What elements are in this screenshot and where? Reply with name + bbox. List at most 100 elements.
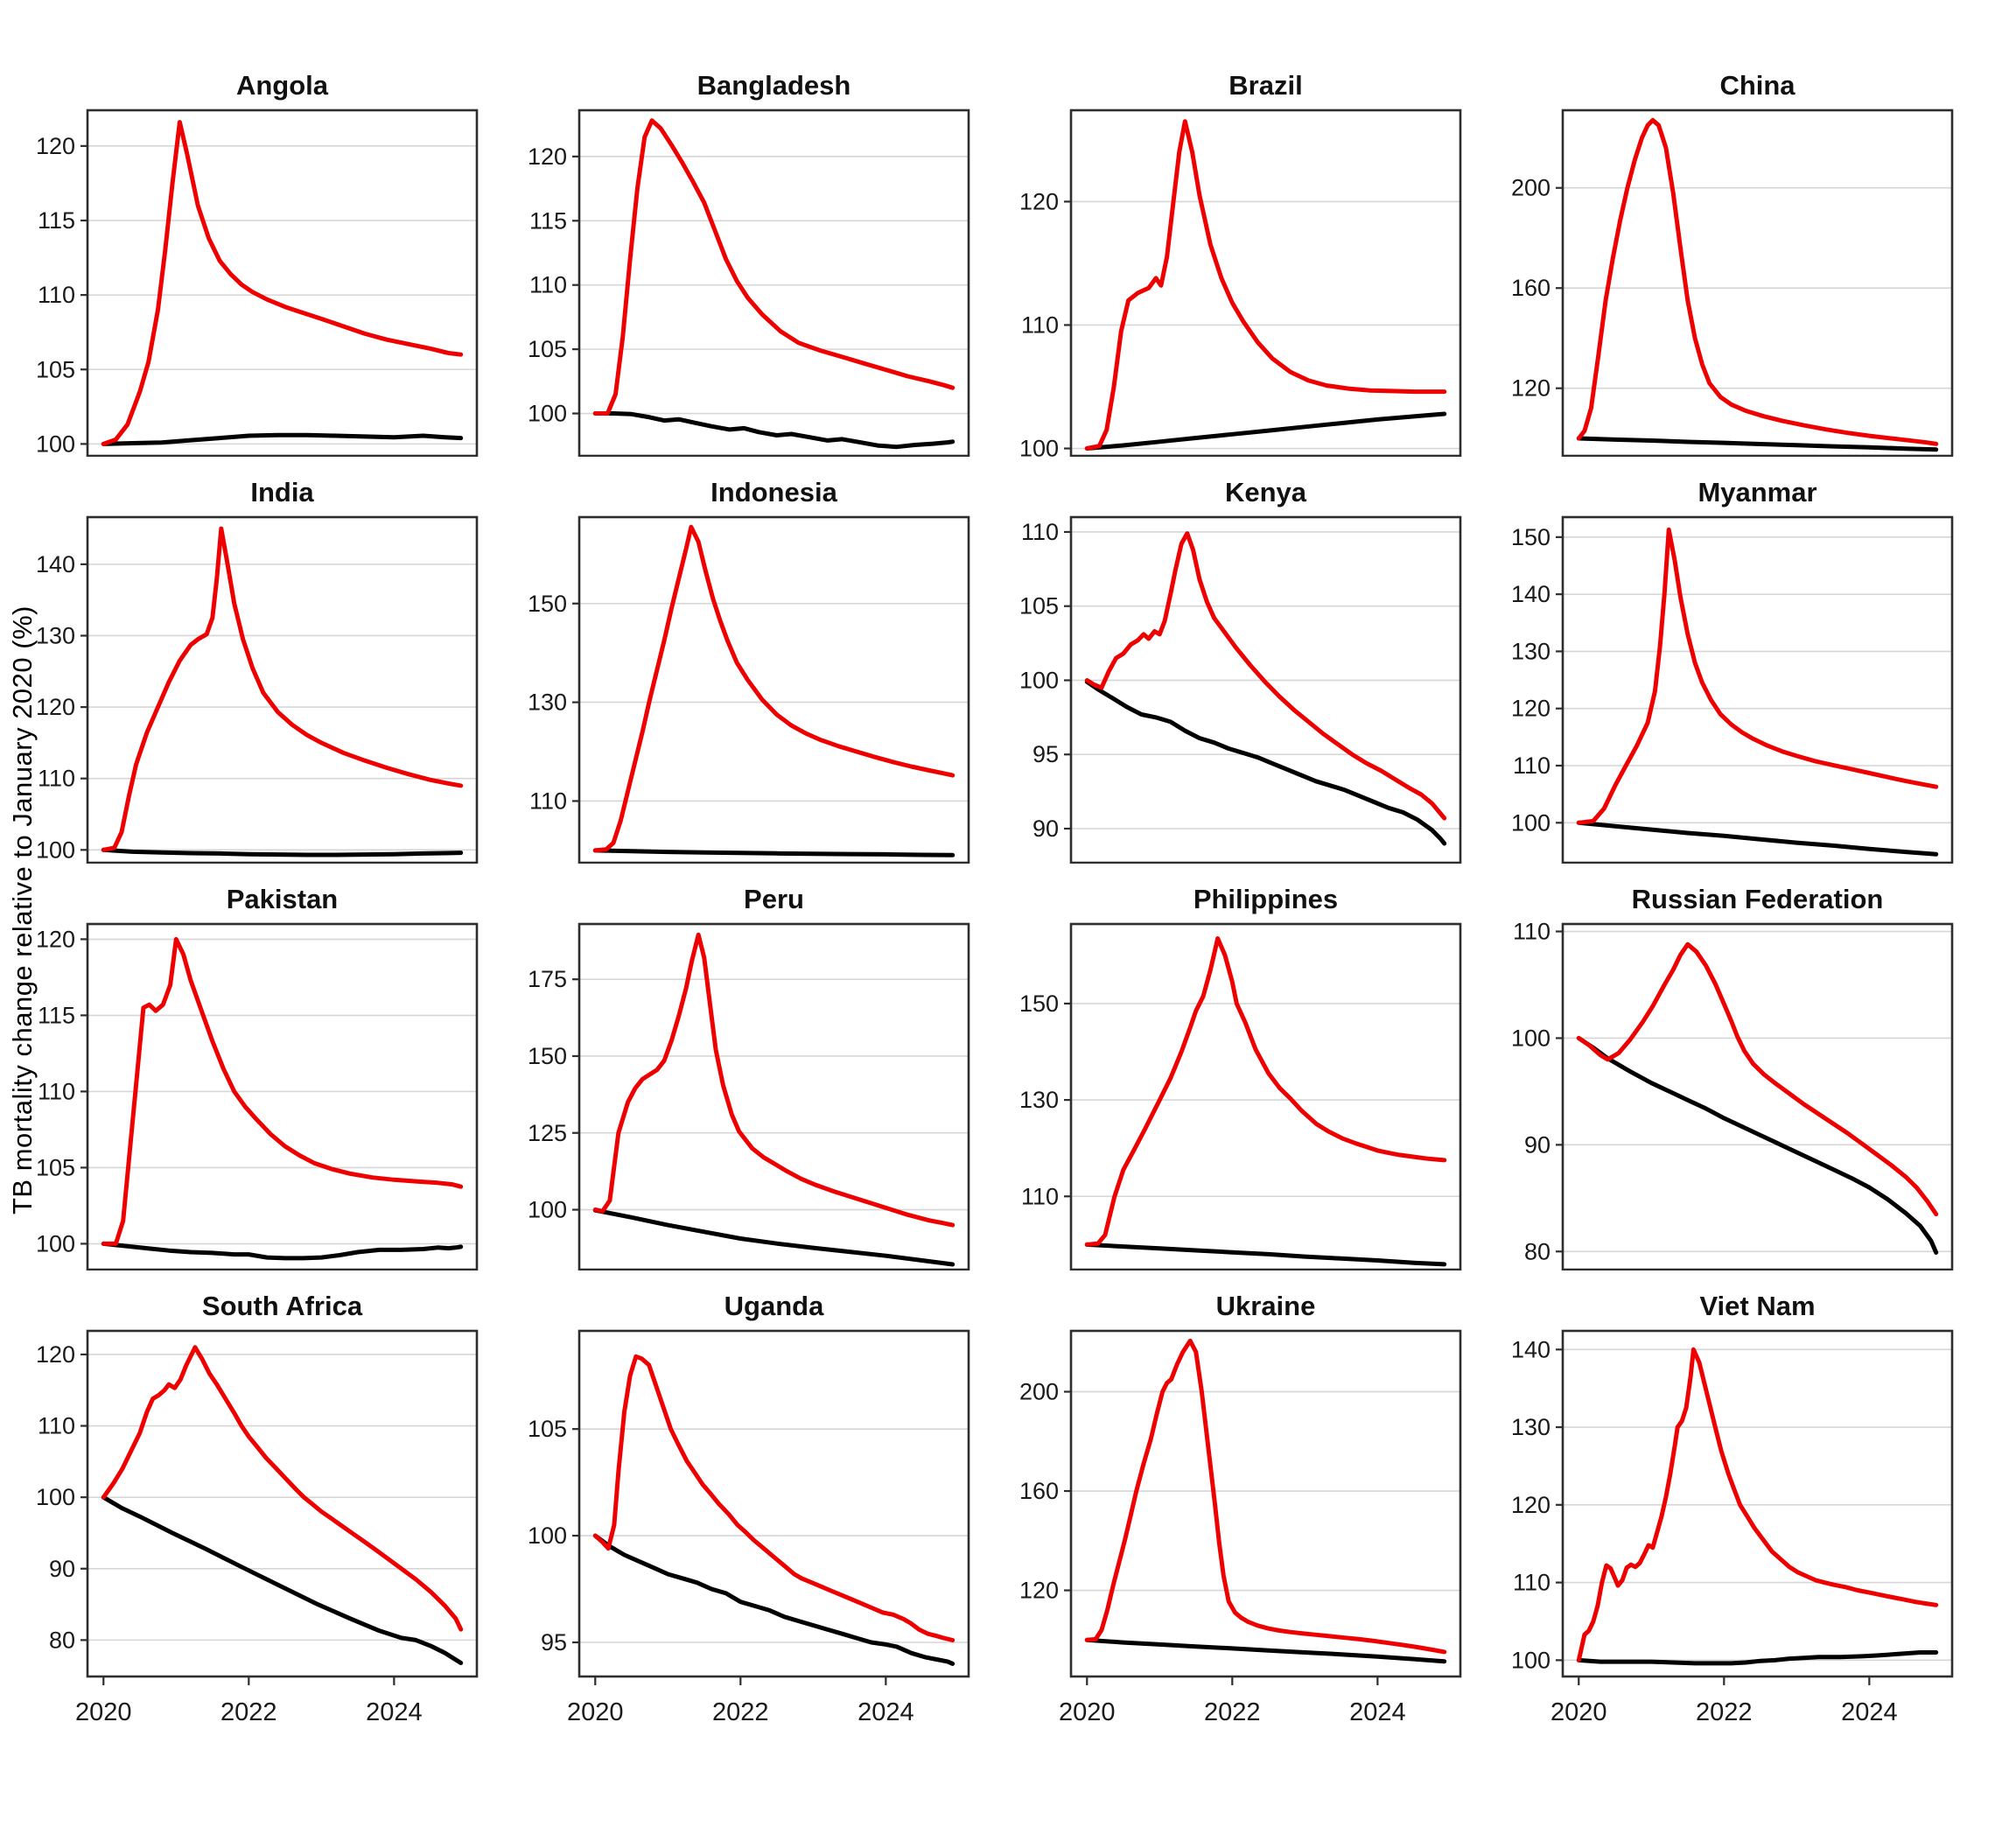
- y-tick-label: 130: [36, 622, 75, 648]
- series-covid-disruption-line: [1084, 1338, 1447, 1655]
- panel-title: Viet Nam: [1699, 1291, 1816, 1321]
- panel-title: Pakistan: [226, 884, 339, 914]
- panel-title: Uganda: [724, 1291, 824, 1321]
- x-tick-label: 2022: [1696, 1698, 1753, 1726]
- series-covid-disruption-line: [1576, 942, 1939, 1217]
- panel-myanmar: Myanmar 100 110 120 130 140 150: [1508, 475, 2000, 868]
- y-tick-label: 115: [38, 1002, 75, 1028]
- panel-kenya: Kenya 90 95 100 105 110: [1017, 475, 1508, 868]
- y-tick-label: 150: [1019, 990, 1059, 1017]
- series-baseline-line: [1576, 1035, 1939, 1255]
- y-tick-label: 120: [528, 144, 567, 170]
- chart-ukraine: 120 160 200 2020 2022 2024: [1019, 1329, 1462, 1726]
- y-tick-label: 90: [1032, 816, 1059, 842]
- y-tick-label: 100: [36, 836, 75, 863]
- y-tick-label: 100: [1511, 809, 1550, 836]
- panel-angola: Angola 100 105 110 115 120: [33, 68, 525, 461]
- panel-russian-federation: Russian Federation 80 90 100 110: [1508, 882, 2000, 1275]
- y-tick-label: 160: [1019, 1478, 1059, 1504]
- x-tick-label: 2020: [1550, 1698, 1607, 1726]
- y-tick-label: 130: [1511, 1414, 1550, 1440]
- y-tick-label: 150: [528, 1043, 567, 1069]
- y-tick-label: 140: [36, 551, 75, 578]
- chart-myanmar: 100 110 120 130 140 150: [1511, 515, 1954, 864]
- series-baseline-line: [101, 1494, 464, 1665]
- y-tick-label: 120: [36, 926, 75, 952]
- series-covid-disruption-line: [1576, 117, 1939, 446]
- series-baseline-line: [592, 848, 956, 858]
- chart-philippines: 110 130 150: [1019, 922, 1462, 1271]
- panel-border: [1561, 922, 1954, 1271]
- panel-title: Peru: [744, 884, 804, 914]
- panel-title: Ukraine: [1215, 1291, 1316, 1321]
- y-tick-label: 100: [528, 1522, 567, 1549]
- chart-brazil: 100 110 120: [1019, 108, 1462, 462]
- y-tick-label: 105: [528, 1416, 567, 1442]
- series-baseline-line: [592, 1533, 956, 1666]
- panel-border: [578, 108, 970, 458]
- panel-title: Angola: [235, 70, 329, 101]
- y-tick-label: 105: [36, 1154, 75, 1180]
- y-tick-label: 130: [1511, 638, 1550, 664]
- panel-indonesia: Indonesia 110 130 150: [525, 475, 1017, 868]
- y-tick-label: 90: [1524, 1131, 1550, 1158]
- series-baseline-line: [1084, 411, 1447, 451]
- series-baseline-line: [1084, 1242, 1447, 1267]
- y-tick-label: 120: [1511, 1492, 1550, 1518]
- panel-border: [578, 1329, 970, 1678]
- x-tick-label: 2022: [712, 1698, 769, 1726]
- panel-title: Myanmar: [1698, 477, 1817, 508]
- chart-pakistan: 100 105 110 115 120: [36, 922, 479, 1271]
- y-tick-label: 130: [1019, 1087, 1059, 1113]
- series-baseline-line: [1084, 679, 1447, 846]
- panel-border: [1561, 108, 1954, 458]
- y-tick-label: 110: [38, 1413, 75, 1439]
- y-tick-label: 95: [1032, 741, 1059, 767]
- panel-title: Indonesia: [710, 477, 837, 508]
- y-tick-label: 100: [1511, 1647, 1550, 1673]
- y-tick-label: 100: [36, 430, 75, 457]
- panel-viet-nam: Viet Nam 100 110 120 130 140 2020 2022 2024: [1508, 1289, 2000, 1745]
- x-tick-label: 2024: [1841, 1698, 1898, 1726]
- panel-peru: Peru 100 125 150 175: [525, 882, 1017, 1275]
- x-tick-label: 2020: [75, 1698, 132, 1726]
- panel-title: Philippines: [1193, 884, 1339, 914]
- panel-border: [86, 515, 479, 864]
- panel-title: Russian Federation: [1631, 884, 1884, 914]
- y-tick-label: 110: [1513, 752, 1550, 779]
- chart-viet-nam: 100 110 120 130 140 2020 2022 2024: [1511, 1329, 1954, 1726]
- series-covid-disruption-line: [1576, 527, 1939, 825]
- panel-bangladesh: Bangladesh 100 105 110 115 120: [525, 68, 1017, 461]
- panel-border: [1069, 922, 1462, 1271]
- panel-grid: Angola 100 105 110 115 120 Bangladesh 100 105 110…: [33, 68, 2000, 1745]
- y-tick-label: 100: [1511, 1025, 1550, 1051]
- series-baseline-line: [1576, 820, 1939, 857]
- panel-border: [1069, 108, 1462, 458]
- y-tick-label: 110: [1021, 1183, 1059, 1209]
- y-tick-label: 110: [1021, 519, 1059, 545]
- panel-south-africa: South Africa 80 90 100 110 120 2020 2022 2024: [33, 1289, 525, 1745]
- panel-china: China 120 160 200: [1508, 68, 2000, 461]
- panel-brazil: Brazil 100 110 120: [1017, 68, 1508, 462]
- y-tick-label: 105: [36, 356, 75, 382]
- y-tick-label: 120: [1511, 696, 1550, 722]
- panel-uganda: Uganda 95 100 105 2020 2022 2024: [525, 1289, 1017, 1745]
- series-covid-disruption-line: [592, 118, 956, 416]
- x-tick-label: 2024: [1349, 1698, 1406, 1726]
- chart-peru: 100 125 150 175: [528, 922, 970, 1271]
- y-tick-label: 115: [529, 207, 567, 234]
- y-tick-label: 110: [1513, 922, 1550, 945]
- panel-title: India: [250, 477, 314, 508]
- y-tick-label: 110: [529, 272, 567, 298]
- panel-border: [1069, 515, 1462, 864]
- series-covid-disruption-line: [101, 936, 464, 1246]
- y-tick-label: 100: [528, 401, 567, 427]
- y-tick-label: 100: [36, 1230, 75, 1256]
- panel-border: [1561, 515, 1954, 864]
- y-tick-label: 110: [1021, 312, 1059, 338]
- y-tick-label: 200: [1019, 1379, 1059, 1405]
- y-tick-label: 100: [1019, 436, 1059, 457]
- series-covid-disruption-line: [101, 120, 464, 446]
- y-tick-label: 120: [1511, 375, 1550, 402]
- y-tick-label: 80: [49, 1627, 75, 1653]
